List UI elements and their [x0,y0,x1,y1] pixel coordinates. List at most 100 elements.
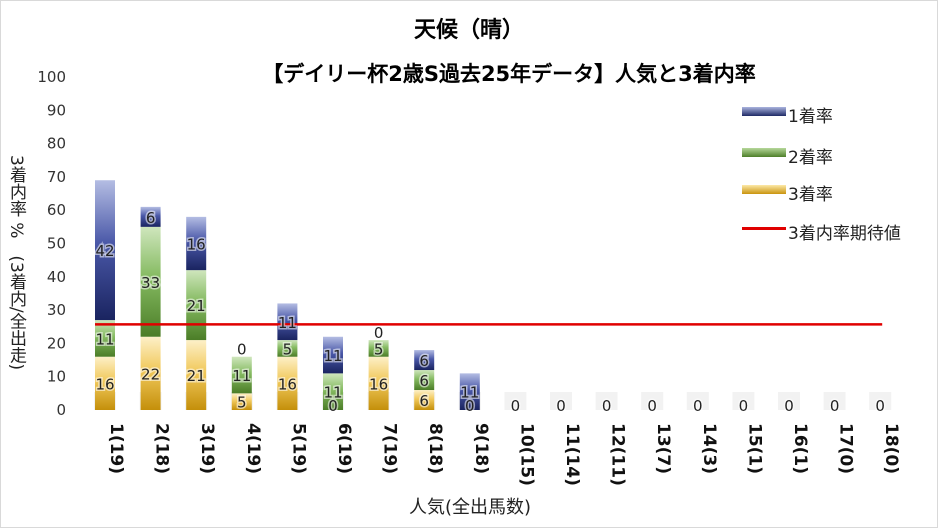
data-label: 11 [323,347,342,365]
x-tick-label: 2(18) [152,423,172,474]
bar-segment [186,340,207,410]
bar-background [778,392,800,410]
data-label: 0 [784,397,794,415]
data-label: 0 [556,397,566,415]
data-label: 0 [237,341,247,359]
data-label: 11 [95,330,114,348]
legend-label-second: 2着率 [788,148,833,168]
x-tick-label: 18(0) [881,423,901,474]
data-label: 6 [419,352,429,370]
bar-segment [368,340,389,357]
data-label: 6 [419,392,429,410]
y-tick-label: 0 [56,401,66,419]
data-label: 22 [141,365,160,383]
legend-label-expected: 3着内率期待値 [788,224,901,244]
y-axis-label: 3着内率 % (3着内/全出走) [6,155,26,371]
data-label: 0 [374,324,384,342]
x-tick-label: 4(19) [243,423,263,474]
x-tick-label: 1(19) [106,423,126,474]
data-label: 11 [278,314,297,332]
data-label: 16 [369,375,388,393]
data-label: 0 [602,397,612,415]
bar-segment [277,356,298,410]
legend-swatch-third [742,185,786,194]
data-label: 11 [323,384,342,402]
bar-background [686,392,709,410]
y-tick-label: 80 [47,135,66,153]
x-tick-label: 11(14) [562,423,582,486]
bar-segment [414,350,435,371]
legend-swatch-second [742,148,786,157]
legend-label-first: 1着率 [788,107,833,127]
legend-swatch-expected [742,227,786,230]
x-tick-label: 10(15) [516,423,536,486]
data-label: 5 [237,394,247,412]
data-label: 11 [460,384,479,402]
data-label: 0 [693,397,703,415]
y-tick-label: 10 [47,368,66,386]
x-tick-label: 3(19) [197,423,217,474]
x-tick-label: 9(18) [471,423,491,474]
x-tick-label: 14(3) [699,423,719,474]
bar-segment [186,270,207,341]
x-tick-label: 17(0) [836,423,856,474]
legend-label-third: 3着率 [788,185,833,205]
bar-background [869,392,892,410]
data-label: 0 [739,397,749,415]
bar-background [732,392,755,410]
bar-segment [414,370,435,391]
bar-segment [231,393,252,410]
bar-segment [323,336,343,374]
data-label: 33 [141,274,160,292]
bar-segment [277,303,298,341]
bar-segment [95,320,115,357]
data-label: 0 [328,397,338,415]
bar-segment [323,373,343,410]
data-label: 42 [95,242,114,260]
data-label: 16 [278,375,297,393]
data-label: 16 [95,375,114,393]
bar-background [641,392,664,410]
data-label: 21 [187,367,206,385]
legend-swatch-first [742,107,786,116]
bar-background [504,392,527,410]
chart-subtitle: 【デイリー杯2歳S過去25年データ】人気と3着内率 [262,62,756,86]
bar-segment [277,340,298,357]
y-tick-label: 50 [47,235,66,253]
y-tick-label: 20 [47,334,66,352]
bar-segment [459,373,480,410]
bar-segment [140,206,161,227]
bar-segment [368,356,389,410]
x-tick-label: 15(1) [744,423,764,474]
data-label: 11 [232,367,251,385]
data-label: 21 [187,297,206,315]
data-label: 5 [283,340,293,358]
y-tick-label: 60 [47,201,66,219]
x-tick-label: 13(7) [653,423,673,474]
x-tick-label: 12(11) [608,423,628,486]
bar-segment [140,226,161,337]
data-label: 6 [146,209,156,227]
x-tick-label: 6(19) [334,423,354,474]
data-label: 0 [647,397,657,415]
y-tick-label: 90 [47,101,66,119]
bar-background [550,392,572,410]
y-tick-label: 40 [47,268,66,286]
x-tick-label: 7(19) [380,423,400,474]
x-tick-label: 8(18) [425,423,445,474]
bar-background [823,392,846,410]
data-label: 5 [374,340,384,358]
data-label: 0 [830,397,840,415]
bar-segment [95,180,115,321]
bar-segment [140,336,161,410]
bar-segment [231,356,252,394]
data-label: 16 [187,236,206,254]
x-axis-label: 人気(全出馬数) [408,497,532,518]
x-tick-label: 5(19) [288,423,308,474]
bar-segment [186,216,207,271]
x-tick-label: 16(1) [790,423,810,474]
data-label: 0 [875,397,885,415]
y-tick-label: 70 [47,168,66,186]
